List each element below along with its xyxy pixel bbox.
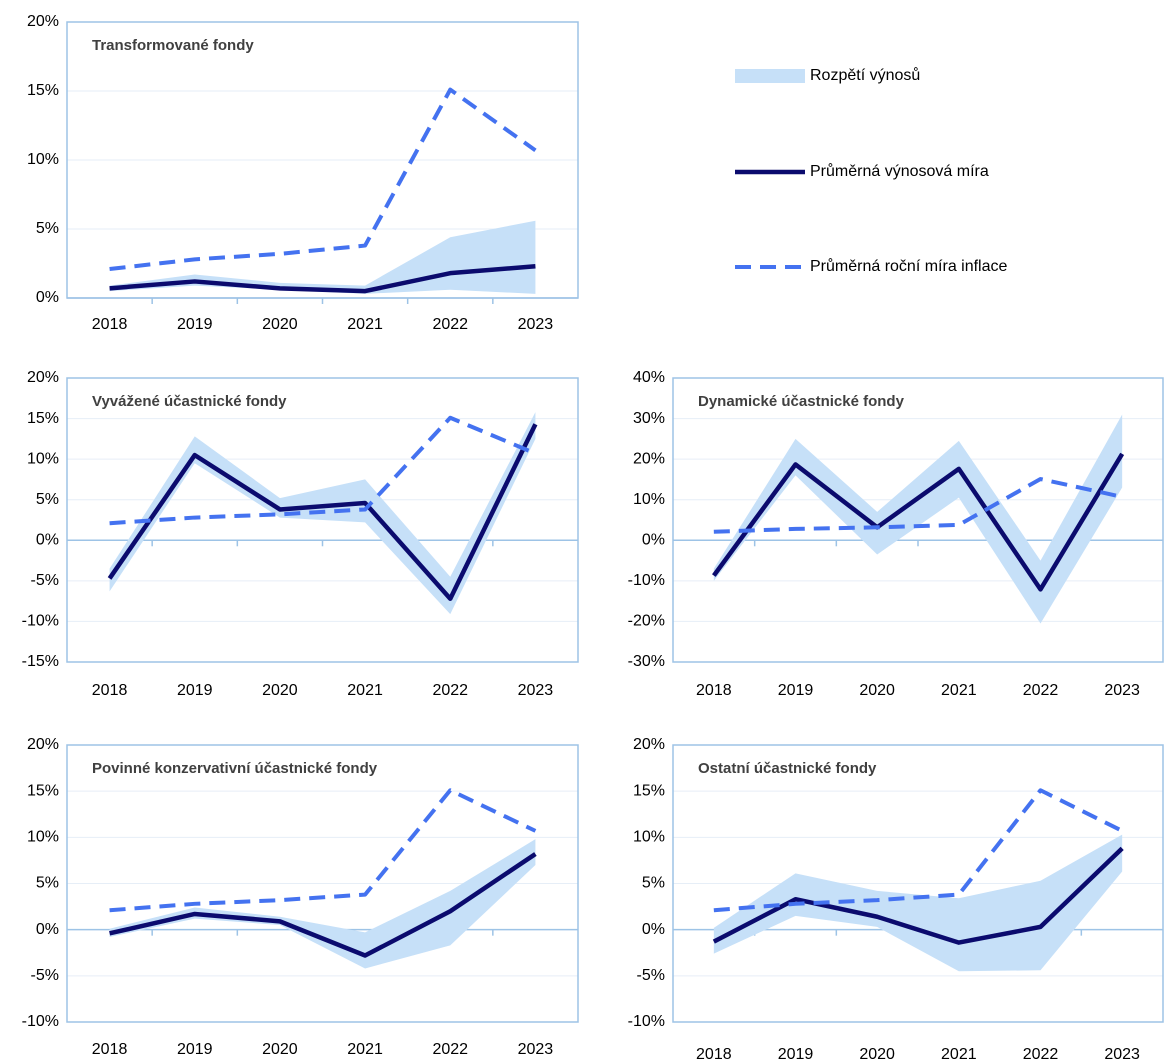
x-tick-label: 2019	[177, 1041, 213, 1058]
y-tick-label: -10%	[22, 1013, 59, 1030]
y-tick-label: 0%	[642, 921, 665, 938]
x-tick-label: 2019	[177, 682, 213, 699]
x-tick-label: 2023	[518, 316, 554, 333]
x-tick-label: 2023	[518, 682, 554, 699]
range-area	[109, 839, 536, 969]
y-tick-label: 20%	[633, 736, 665, 753]
chart-title: Dynamické účastnické fondy	[698, 393, 905, 410]
x-tick-label: 2019	[778, 682, 814, 699]
x-tick-label: 2020	[859, 1046, 895, 1062]
x-tick-label: 2019	[177, 316, 213, 333]
y-tick-label: 20%	[27, 736, 59, 753]
inflation-line	[109, 87, 537, 272]
average-line	[109, 852, 537, 958]
y-tick-label: 10%	[633, 829, 665, 846]
chart-title: Povinné konzervativní účastnické fondy	[92, 760, 378, 777]
inflation-line	[713, 477, 1123, 534]
inflation-line	[109, 415, 537, 526]
x-tick-label: 2018	[92, 316, 128, 333]
plot-frame	[672, 377, 1164, 663]
x-tick-label: 2023	[1104, 682, 1140, 699]
y-tick-label: 0%	[36, 532, 59, 549]
y-tick-label: 15%	[27, 782, 59, 799]
x-tick-label: 2021	[941, 1046, 977, 1062]
y-tick-label: 10%	[27, 151, 59, 168]
average-line	[712, 846, 1124, 945]
x-tick-label: 2018	[696, 682, 732, 699]
y-tick-label: 20%	[633, 450, 665, 467]
x-tick-label: 2020	[262, 316, 298, 333]
y-tick-label: 0%	[642, 532, 665, 549]
y-tick-label: -5%	[31, 967, 59, 984]
legend-label: Průměrná roční míra inflace	[810, 257, 1008, 275]
legend: Rozpětí výnosů Průměrná výnosová míra Pr…	[735, 66, 1008, 275]
y-tick-label: 10%	[633, 491, 665, 508]
y-tick-label: -10%	[22, 613, 59, 630]
y-tick-label: 15%	[633, 782, 665, 799]
x-tick-label: 2023	[518, 1041, 554, 1058]
y-tick-label: 40%	[633, 369, 665, 386]
y-tick-label: 30%	[633, 410, 665, 427]
x-tick-label: 2018	[92, 1041, 128, 1058]
legend-label: Rozpětí výnosů	[810, 66, 920, 84]
chart: -15% -10% -5% 0% 5% 10% 15% 20% 2018 2019 2020 2021…	[22, 369, 579, 699]
x-tick-label: 2022	[432, 682, 468, 699]
chart-title: Transformované fondy	[92, 37, 254, 54]
x-tick-label: 2021	[941, 682, 977, 699]
y-tick-label: -5%	[31, 572, 59, 589]
plot-frame	[672, 744, 1164, 1023]
y-tick-label: 10%	[27, 450, 59, 467]
y-tick-label: -15%	[22, 653, 59, 670]
inflation-line	[109, 788, 537, 913]
x-tick-label: 2020	[859, 682, 895, 699]
y-tick-label: 15%	[27, 82, 59, 99]
x-tick-label: 2018	[92, 682, 128, 699]
y-tick-label: -10%	[628, 572, 665, 589]
x-tick-label: 2021	[347, 316, 383, 333]
average-line	[109, 264, 536, 294]
x-tick-label: 2020	[262, 682, 298, 699]
average-line	[712, 452, 1125, 592]
chart: 0% 5% 10% 15% 20% 2018 2019 2020 2021 2022 2023 Tra…	[27, 13, 579, 333]
x-tick-label: 2021	[347, 682, 383, 699]
x-tick-label: 2023	[1104, 1046, 1140, 1062]
range-area	[713, 414, 1123, 624]
y-tick-label: -5%	[637, 967, 665, 984]
x-tick-label: 2022	[432, 316, 468, 333]
chart: -30% -20% -10% 0% 10% 20% 30% 40% 2018 2019 2020 20…	[628, 369, 1164, 699]
x-tick-label: 2022	[1023, 1046, 1059, 1062]
x-tick-label: 2018	[696, 1046, 732, 1062]
y-tick-label: 15%	[27, 410, 59, 427]
y-tick-label: 0%	[36, 921, 59, 938]
y-tick-label: 20%	[27, 369, 59, 386]
y-tick-label: -30%	[628, 653, 665, 670]
x-tick-label: 2022	[1023, 682, 1059, 699]
chart: -10% -5% 0% 5% 10% 15% 20% 2018 2019 2020 2021 2022…	[628, 736, 1164, 1062]
chart: -10% -5% 0% 5% 10% 15% 20% 2018 2019 2020 2021 2022…	[22, 736, 579, 1058]
x-tick-label: 2019	[778, 1046, 814, 1062]
chart-title: Vyvážené účastnické fondy	[92, 393, 287, 410]
y-tick-label: 20%	[27, 13, 59, 30]
y-tick-label: -20%	[628, 613, 665, 630]
legend-label: Průměrná výnosová míra	[810, 162, 989, 180]
range-area	[713, 834, 1123, 972]
chart-title: Ostatní účastnické fondy	[698, 760, 877, 777]
x-tick-label: 2022	[432, 1041, 468, 1058]
x-tick-label: 2021	[347, 1041, 383, 1058]
y-tick-label: 0%	[36, 289, 59, 306]
legend-swatch-area	[735, 69, 805, 83]
y-tick-label: 10%	[27, 829, 59, 846]
y-tick-label: 5%	[36, 220, 59, 237]
average-line	[107, 423, 538, 601]
y-tick-label: 5%	[36, 491, 59, 508]
y-tick-label: 5%	[36, 875, 59, 892]
y-tick-label: -10%	[628, 1013, 665, 1030]
plot-frame	[66, 744, 579, 1023]
plot-frame	[66, 377, 579, 663]
y-tick-label: 5%	[642, 875, 665, 892]
x-tick-label: 2020	[262, 1041, 298, 1058]
inflation-line	[713, 788, 1124, 913]
